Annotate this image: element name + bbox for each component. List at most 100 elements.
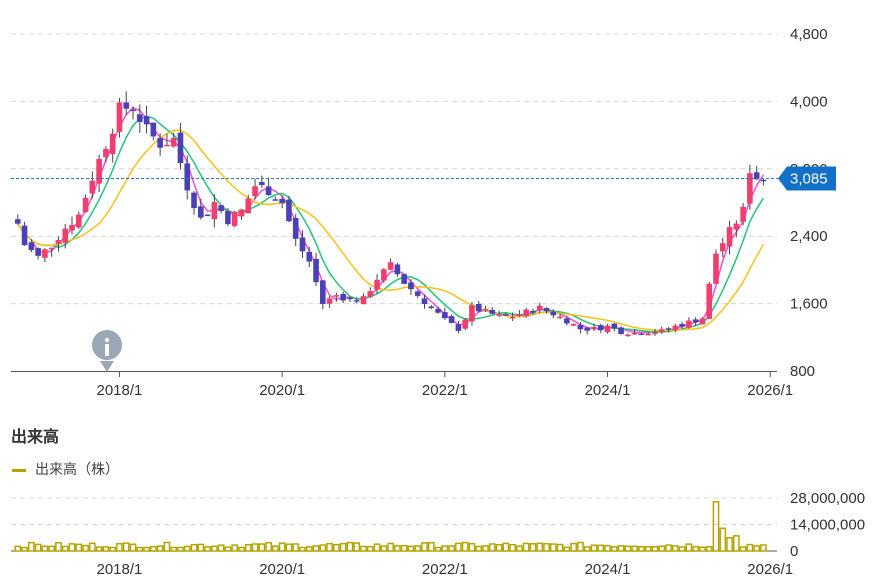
candle-body	[625, 334, 631, 337]
candle	[231, 210, 238, 228]
candle	[753, 165, 760, 181]
volume-bar	[278, 542, 286, 552]
candle-body	[170, 138, 177, 147]
candle-body	[618, 327, 624, 335]
volume-x-tick-label: 2022/1	[422, 561, 468, 578]
candle	[367, 287, 374, 299]
candle	[62, 223, 69, 249]
candle-body	[570, 323, 577, 326]
candle-body	[353, 300, 360, 302]
candle	[225, 207, 231, 227]
candle	[157, 133, 163, 156]
candle-body	[489, 309, 496, 314]
candle	[408, 279, 414, 295]
volume-y-tick-label: 14,000,000	[790, 517, 865, 534]
volume-bar	[441, 545, 449, 552]
candle-body	[299, 237, 306, 252]
volume-bar	[156, 545, 164, 552]
candle-body	[238, 209, 245, 217]
volume-bar	[556, 543, 564, 552]
volume-bar	[529, 543, 537, 552]
candle	[14, 214, 21, 225]
volume-legend[interactable]: 出来高（株）	[12, 459, 119, 479]
volume-bar	[678, 546, 686, 552]
candle	[123, 91, 130, 115]
candle-body	[198, 206, 204, 218]
candle	[686, 317, 692, 329]
candle	[177, 122, 184, 170]
candle-body	[130, 109, 136, 112]
volume-bar	[183, 545, 191, 552]
candle-body	[631, 332, 638, 335]
volume-bar	[150, 545, 157, 552]
volume-bar	[231, 544, 239, 552]
volume-bar	[326, 542, 333, 552]
candle-body	[408, 282, 414, 290]
candle-body	[740, 206, 746, 222]
candle-body	[123, 102, 130, 109]
candle	[435, 306, 441, 314]
candle-body	[658, 329, 665, 333]
candle	[618, 326, 624, 335]
price-x-tick-label: 2018/1	[97, 382, 143, 399]
candle	[252, 178, 258, 200]
candle	[523, 307, 529, 318]
candle	[353, 297, 360, 304]
candle-body	[469, 305, 475, 322]
volume-bar	[651, 545, 659, 552]
volume-bar	[170, 546, 178, 552]
candle	[489, 307, 496, 315]
current-price-label: 3,085	[790, 170, 828, 187]
candle-body	[435, 308, 441, 313]
candle-body	[69, 225, 75, 231]
candle-body	[638, 333, 645, 336]
candle-body	[89, 180, 96, 194]
candle-body	[347, 297, 353, 300]
candlesticks	[14, 91, 767, 337]
info-icon[interactable]	[91, 330, 122, 372]
candle-body	[191, 192, 197, 209]
candle-body	[760, 179, 767, 182]
volume-bar	[285, 543, 293, 552]
candle-body	[333, 295, 340, 297]
candle	[428, 305, 435, 310]
candle	[191, 191, 197, 215]
volume-legend-label: 出来高（株）	[35, 461, 119, 477]
candle	[130, 106, 136, 120]
candle	[347, 296, 353, 303]
candle-body	[28, 242, 35, 251]
candle-body	[218, 205, 224, 211]
candle-body	[75, 214, 82, 228]
candle	[21, 221, 28, 246]
volume-bar	[407, 545, 415, 552]
candle	[692, 317, 699, 326]
volume-bar	[516, 545, 523, 552]
candle-body	[326, 298, 333, 304]
volume-bar	[482, 545, 489, 552]
volume-bar	[48, 545, 56, 552]
volume-bar	[583, 546, 591, 552]
volume-x-axis: 2018/1 2020/1 2022/1 2024/1 2026/1	[97, 561, 794, 578]
candle-body	[265, 186, 272, 196]
candle-body	[557, 316, 563, 319]
volume-bar	[217, 544, 225, 552]
volume-bar	[475, 545, 483, 552]
candle	[462, 317, 468, 331]
volume-bar	[353, 542, 361, 552]
price-x-tick-label: 2022/1	[422, 382, 468, 399]
candle	[611, 323, 618, 332]
candle	[442, 307, 448, 320]
volume-bar	[346, 541, 354, 552]
candle	[374, 274, 380, 294]
price-x-tick-label: 2020/1	[259, 382, 305, 399]
price-x-tick-label: 2026/1	[747, 382, 793, 399]
candle-body	[475, 304, 482, 312]
volume-bar	[732, 535, 740, 552]
candle-body	[272, 199, 279, 201]
candle-body	[530, 310, 536, 313]
candle-body	[516, 314, 523, 316]
candle	[204, 214, 211, 217]
candle	[48, 247, 55, 257]
volume-bar	[699, 546, 706, 552]
